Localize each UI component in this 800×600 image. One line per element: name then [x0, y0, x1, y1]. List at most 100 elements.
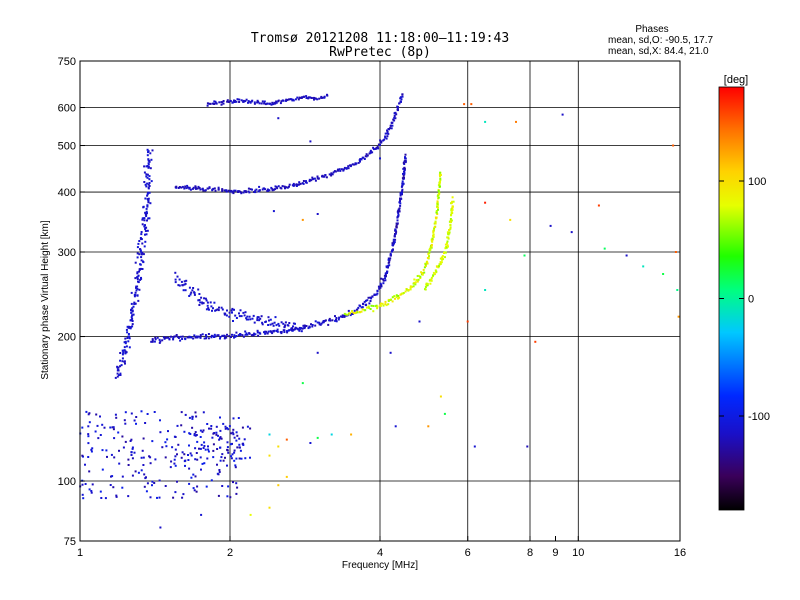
echo-point-715 — [342, 168, 345, 171]
echo-point-1418 — [101, 449, 104, 452]
echo-point-1502 — [112, 428, 115, 431]
echo-point-1613 — [241, 442, 244, 445]
echo-point-842 — [203, 297, 206, 300]
echo-point-467 — [389, 252, 392, 255]
echo-point-560 — [175, 186, 178, 189]
echo-point-1212 — [439, 185, 441, 188]
echo-point-61 — [148, 217, 151, 220]
echo-point-1582 — [226, 446, 229, 449]
echo-point-1053 — [349, 312, 351, 315]
echo-point-457 — [388, 264, 391, 267]
echo-point-1119 — [413, 278, 416, 281]
echo-point-1193 — [436, 206, 439, 208]
x-tick-label-2: 4 — [377, 547, 383, 559]
echo-point-885 — [244, 311, 247, 314]
echo-point-1651 — [268, 433, 271, 436]
echo-point-1406 — [117, 431, 120, 434]
echo-point-875 — [242, 311, 245, 314]
echo-point-1573 — [215, 433, 218, 436]
echo-point-1405 — [203, 441, 206, 444]
echo-point-1293 — [449, 223, 452, 226]
echo-point-90 — [136, 252, 139, 255]
echo-point-1508 — [130, 412, 133, 415]
echo-point-1363 — [164, 441, 167, 444]
echo-point-203 — [116, 366, 119, 369]
echo-point-285 — [231, 333, 233, 336]
echo-point-1055 — [350, 310, 353, 313]
echo-point-478 — [392, 240, 395, 243]
echo-point-701 — [330, 174, 333, 177]
echo-point-1594 — [183, 460, 186, 463]
echo-point-870 — [230, 309, 233, 312]
echo-point-1408 — [123, 419, 126, 422]
echo-point-15 — [143, 165, 146, 168]
echo-point-1021 — [299, 96, 302, 99]
echo-point-1512 — [202, 447, 205, 449]
echo-point-7 — [147, 163, 150, 166]
echo-point-972 — [245, 98, 248, 101]
echo-point-369 — [320, 322, 323, 325]
echo-point-35 — [147, 183, 150, 186]
echo-point-1583 — [216, 448, 219, 450]
echo-point-1245 — [435, 270, 438, 273]
echo-point-388 — [341, 316, 344, 318]
echo-point-334 — [282, 329, 285, 332]
echo-point-1229 — [425, 282, 428, 285]
echo-point-1528 — [221, 453, 224, 456]
chart-title: Tromsø 20121208 11:18:00–11:19:43 — [251, 31, 509, 46]
echo-point-205 — [117, 368, 120, 371]
echo-point-219 — [156, 336, 159, 339]
echo-point-729 — [359, 160, 361, 163]
echo-point-201 — [116, 365, 119, 368]
echo-point-1167 — [432, 235, 435, 238]
echo-point-996 — [272, 103, 275, 106]
echo-point-306 — [253, 332, 256, 335]
echo-point-1403 — [129, 440, 132, 442]
echo-point-1504 — [218, 469, 221, 471]
echo-point-313 — [259, 332, 262, 335]
echo-point-1378 — [236, 486, 239, 489]
echo-point-227 — [164, 336, 166, 339]
echo-point-1538 — [81, 454, 84, 457]
echo-point-251 — [193, 334, 196, 337]
echo-point-308 — [254, 333, 257, 336]
echo-point-1253 — [438, 263, 441, 266]
echo-point-1100 — [397, 295, 400, 297]
echo-point-688 — [313, 177, 316, 180]
echo-point-937 — [206, 104, 209, 107]
echo-point-748 — [372, 148, 375, 151]
echo-point-194 — [124, 362, 126, 365]
echo-point-1473 — [84, 463, 86, 466]
echo-point-957 — [229, 100, 232, 102]
echo-point-1071 — [367, 305, 370, 308]
echo-point-181 — [128, 346, 131, 349]
echo-point-1438 — [111, 475, 114, 478]
echo-point-869 — [233, 308, 235, 311]
echo-point-1257 — [440, 261, 443, 264]
echo-point-8 — [146, 154, 149, 157]
echo-point-99 — [140, 259, 143, 262]
echo-point-109 — [139, 267, 142, 270]
echo-point-489 — [394, 229, 397, 232]
echo-point-832 — [198, 293, 201, 295]
echo-point-226 — [165, 336, 168, 339]
echo-point-1420 — [184, 464, 186, 467]
echo-point-168 — [127, 333, 130, 335]
echo-point-1237 — [430, 278, 433, 281]
echo-point-141 — [133, 302, 136, 305]
x-tick-label-5: 9 — [552, 547, 558, 559]
echo-point-269 — [211, 335, 214, 338]
echo-point-1402 — [158, 479, 161, 482]
echo-point-1543 — [91, 447, 94, 450]
echo-point-222 — [159, 340, 162, 343]
echo-point-591 — [208, 186, 211, 189]
echo-point-1451 — [191, 417, 194, 420]
echo-point-1159 — [430, 243, 433, 246]
echo-point-384 — [335, 317, 338, 319]
echo-point-1441 — [99, 490, 102, 493]
echo-point-278 — [221, 334, 224, 337]
echo-point-440 — [380, 277, 383, 280]
echo-point-1327 — [172, 496, 175, 499]
colorbar-tick-label-1: 0 — [748, 294, 754, 306]
echo-point-881 — [243, 314, 246, 317]
